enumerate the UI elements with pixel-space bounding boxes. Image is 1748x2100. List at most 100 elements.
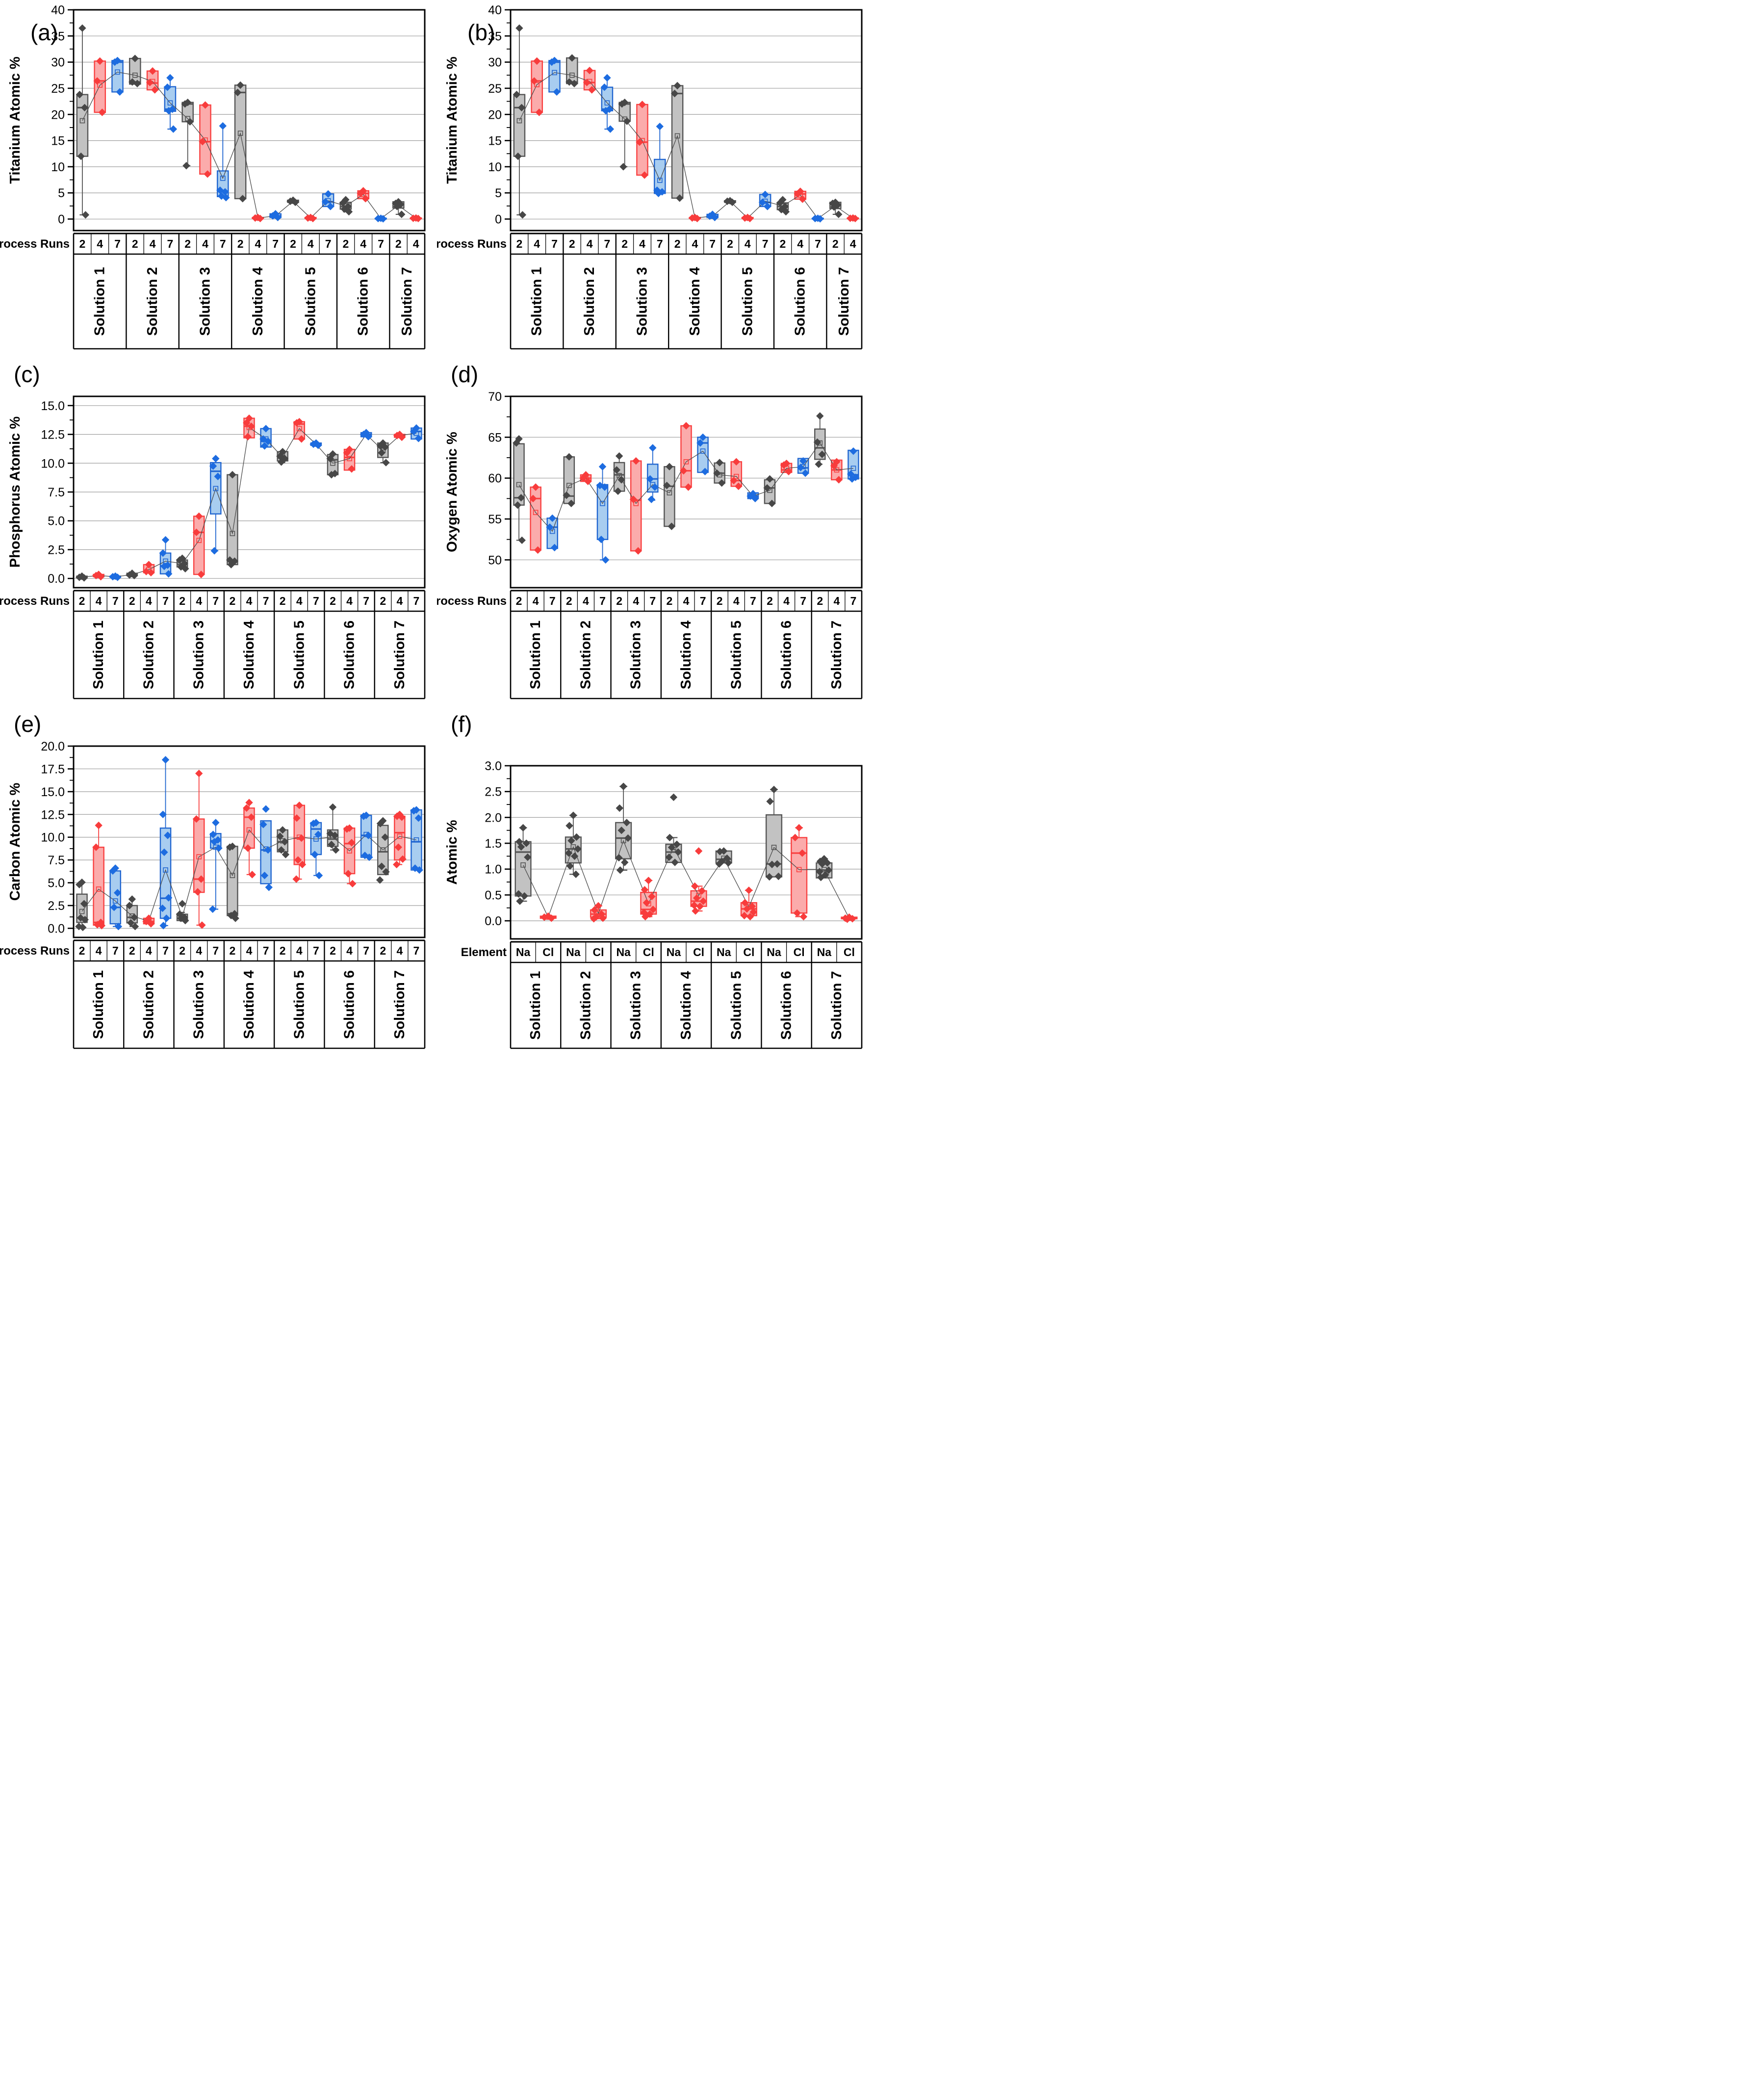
data-point — [716, 848, 724, 856]
data-point — [713, 469, 721, 477]
data-point — [566, 822, 573, 830]
data-point — [195, 512, 203, 520]
solution-label: Solution 7 — [836, 267, 852, 336]
x-axis-row-label: Process Runs — [0, 944, 70, 958]
data-point — [374, 214, 382, 223]
data-point — [618, 100, 626, 108]
run-cell-label: 7 — [413, 595, 420, 607]
mean-marker — [570, 844, 576, 850]
data-point — [393, 812, 401, 820]
data-point — [311, 851, 319, 858]
y-tick-label: 10.0 — [41, 457, 65, 470]
solution-label: Solution 2 — [141, 621, 156, 689]
mean-marker — [330, 460, 335, 466]
data-point — [126, 571, 133, 579]
data-point — [766, 475, 774, 483]
mean-marker — [552, 70, 557, 76]
data-point — [291, 198, 299, 207]
data-point — [603, 74, 611, 82]
data-point — [617, 476, 625, 484]
run-cell-label: 2 — [129, 595, 135, 607]
data-point — [309, 214, 317, 223]
data-point — [77, 152, 85, 160]
data-point — [113, 573, 122, 581]
data-point — [114, 923, 123, 931]
y-tick-label: 2.5 — [48, 543, 65, 557]
solution-label: Solution 6 — [342, 970, 358, 1039]
solution-label: Solution 6 — [779, 621, 795, 689]
y-axis-title: Titanium Atomic % — [444, 56, 460, 184]
data-point — [716, 459, 723, 467]
data-point — [629, 495, 638, 503]
data-point — [279, 826, 286, 834]
data-point — [212, 455, 220, 463]
panel-letter: (e) — [14, 711, 41, 737]
panel-background — [437, 350, 874, 700]
mean-marker — [733, 474, 739, 479]
y-tick-label: 1.0 — [485, 863, 502, 877]
data-point — [818, 860, 826, 868]
run-cell-label: 2 — [817, 595, 823, 607]
data-point — [215, 844, 223, 852]
data-point — [671, 858, 679, 866]
mean-marker — [132, 72, 138, 78]
y-tick-label: 15 — [488, 134, 502, 148]
mean-marker — [397, 833, 403, 839]
data-point — [743, 905, 751, 913]
run-cell-label: 4 — [246, 944, 253, 957]
panel-letter: (b) — [467, 20, 495, 45]
mean-marker — [313, 836, 319, 842]
element-cell-label: Cl — [593, 946, 604, 959]
box-gray — [514, 841, 532, 897]
run-cell-label: 2 — [129, 944, 135, 957]
data-point — [259, 821, 267, 829]
panel-d-chart: 50 55 60 65 70 Oxygen Atomic % (d) Process Runs… — [437, 350, 874, 700]
data-point — [764, 203, 771, 210]
run-cell-label: 4 — [96, 595, 102, 607]
data-point — [78, 24, 86, 32]
x-axis-row-label: Process Runs — [0, 595, 70, 608]
y-axis-title: Oxygen Atomic % — [444, 432, 460, 552]
data-point — [130, 913, 138, 921]
data-point — [243, 419, 251, 427]
data-point — [699, 897, 707, 905]
element-cell-label: Na — [616, 946, 631, 959]
data-point — [780, 461, 788, 469]
data-point — [849, 447, 857, 455]
data-point — [590, 915, 598, 923]
data-point — [766, 797, 774, 805]
mean-marker — [213, 486, 219, 492]
data-point — [98, 922, 106, 930]
data-point — [298, 860, 307, 869]
data-point — [668, 522, 676, 530]
run-cell-label: 2 — [616, 595, 622, 607]
data-point — [676, 194, 684, 202]
y-tick-label: 7.5 — [48, 486, 65, 499]
solution-label: Solution 6 — [356, 267, 371, 336]
data-point — [378, 449, 386, 457]
data-point — [113, 889, 122, 897]
run-cell-label: 7 — [551, 237, 558, 250]
data-point — [243, 804, 251, 812]
data-point — [297, 834, 306, 842]
data-point — [548, 514, 556, 522]
run-cell-label: 7 — [112, 595, 119, 607]
data-point — [181, 916, 189, 925]
data-point — [600, 83, 609, 91]
solution-label: Solution 7 — [392, 970, 408, 1039]
data-point — [646, 910, 654, 918]
mean-marker — [674, 133, 680, 139]
data-point — [673, 840, 681, 848]
data-point — [133, 79, 141, 88]
data-point — [159, 549, 167, 557]
data-point — [147, 569, 155, 577]
data-point — [277, 458, 285, 466]
data-point — [816, 412, 824, 420]
data-point — [197, 570, 205, 578]
data-point — [572, 870, 580, 878]
run-cell-label: 7 — [800, 595, 806, 607]
data-point — [746, 214, 754, 223]
x-axis-row-label: Process Runs — [437, 595, 507, 608]
panel-f: 0.0 0.5 1.0 1.5 2.0 2.5 3.0 Atomic % (f) Element N… — [437, 700, 874, 1049]
y-tick-label: 35 — [488, 29, 502, 43]
